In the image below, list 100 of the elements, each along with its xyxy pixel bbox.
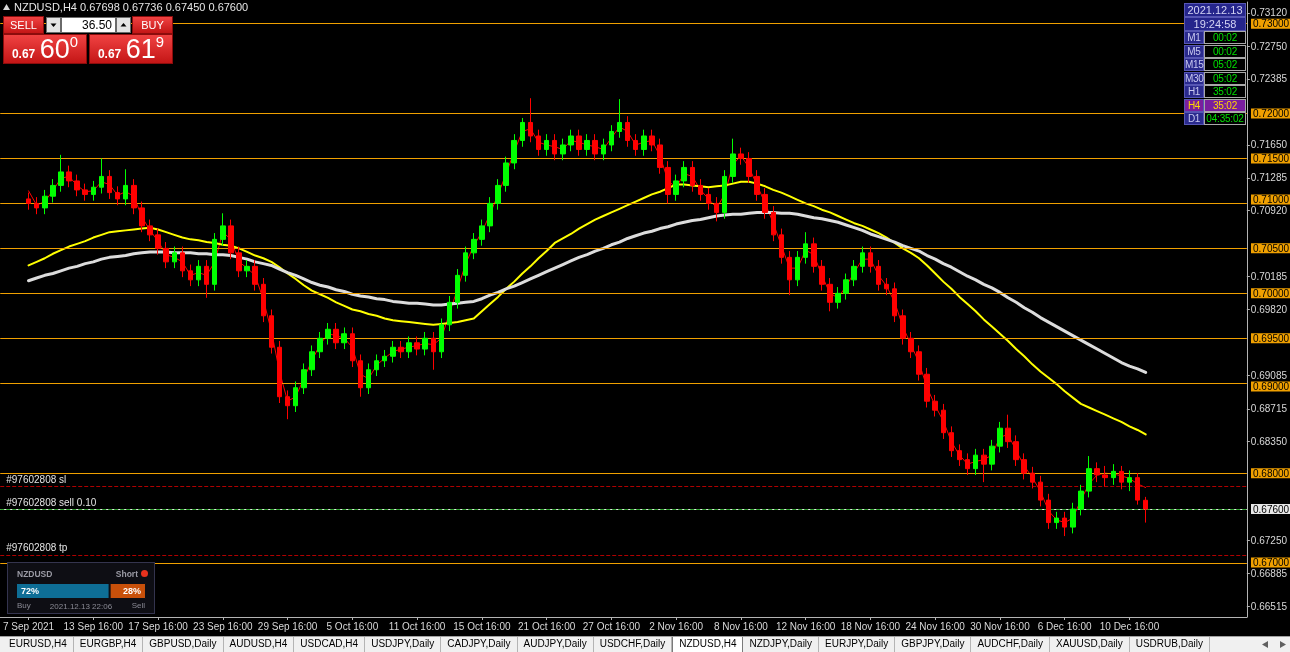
y-tick-label: 0.72750 — [1250, 40, 1288, 52]
candlestick — [738, 147, 744, 166]
tab: EURJPY,Daily — [819, 637, 896, 652]
candlestick — [730, 138, 736, 184]
buy-button: BUY — [132, 16, 173, 34]
candlestick — [746, 151, 752, 184]
candlestick — [860, 246, 865, 274]
x-tick-label: 7 Sep 2021 — [2, 620, 55, 632]
x-tick-label: 8 Nov 16:00 — [713, 620, 769, 632]
ref-line-label: #97602808 tp — [6, 542, 68, 554]
x-tick-label: 27 Oct 16:00 — [582, 620, 641, 632]
candlestick — [431, 331, 436, 371]
candlestick — [155, 228, 161, 256]
candlestick — [285, 389, 290, 420]
candlestick — [1127, 469, 1132, 492]
candlestick — [317, 331, 323, 359]
candlestick — [34, 196, 39, 215]
candlestick — [924, 367, 930, 408]
tab: USDJPY,Daily — [365, 637, 442, 652]
candlestick — [803, 231, 808, 265]
candlestick — [180, 246, 185, 278]
candlestick — [835, 286, 841, 310]
ref-line-label: 0.72000 — [1253, 107, 1290, 119]
candlestick — [147, 219, 153, 242]
ref-line-label: #97602808 sl — [6, 474, 67, 486]
tab: EURUSD,H4 — [3, 637, 74, 652]
candlestick — [843, 273, 849, 301]
x-tick-label: 12 Nov 16:00 — [775, 620, 836, 632]
candlestick — [172, 246, 177, 269]
candlestick — [58, 154, 64, 193]
candlestick — [220, 212, 226, 247]
ref-line-label: 0.70000 — [1253, 287, 1290, 299]
series-label: Sell — [131, 601, 145, 610]
candlestick — [511, 133, 517, 170]
candlestick — [406, 335, 412, 359]
x-tick-label: 18 Nov 16:00 — [840, 620, 901, 632]
candlestick — [536, 129, 541, 157]
candlestick — [576, 129, 582, 157]
ref-line-label: 0.71500 — [1253, 152, 1290, 164]
candlestick — [908, 331, 914, 359]
tab: AUDCHF,Daily — [971, 637, 1050, 652]
candlestick — [633, 133, 638, 157]
y-tick-label: 0.73120 — [1250, 7, 1288, 19]
candlestick — [1078, 484, 1084, 516]
candlestick — [99, 157, 104, 195]
candlestick — [447, 295, 452, 332]
data-label: 28% — [122, 586, 141, 596]
y-tick-label: 0.68350 — [1250, 436, 1288, 448]
candlestick — [439, 317, 444, 359]
candlestick — [997, 421, 1003, 453]
ref-line-label: 0.67600 — [1253, 503, 1290, 515]
candlestick — [520, 117, 525, 148]
y-tick-label: 0.70920 — [1250, 205, 1288, 217]
y-tick-label: 0.68715 — [1250, 403, 1288, 415]
line-series — [27, 210, 1148, 374]
candlestick — [139, 201, 145, 233]
x-tick-label: 2 Nov 16:00 — [649, 620, 704, 632]
candlestick — [673, 174, 679, 202]
ref-line-label: 0.70500 — [1253, 242, 1290, 254]
candlestick — [884, 277, 889, 296]
sell-button: SELL — [3, 16, 44, 34]
candlestick — [131, 178, 137, 215]
candlestick — [414, 335, 420, 356]
candlestick — [1070, 502, 1076, 534]
candlestick — [811, 237, 817, 274]
candlestick — [1038, 475, 1043, 507]
ref-line-label: 0.73000 — [1253, 18, 1290, 30]
timeframe-cell: D1 — [1184, 112, 1204, 125]
y-tick-label: 0.71285 — [1250, 172, 1288, 184]
candlestick — [503, 156, 509, 193]
annotation: Short — [115, 569, 138, 579]
candlestick — [358, 353, 363, 398]
candlestick — [706, 187, 711, 211]
series-label: Buy — [17, 601, 31, 610]
candlestick — [722, 169, 727, 220]
candlestick — [212, 232, 217, 292]
candlestick — [981, 448, 987, 483]
candlestick — [236, 246, 242, 278]
candlestick — [657, 138, 663, 175]
candlestick — [771, 205, 776, 242]
x-tick-label: 11 Oct 16:00 — [388, 620, 446, 632]
candlestick — [876, 259, 881, 292]
candlestick — [552, 133, 557, 161]
date-cell: 2021.12.13 — [1184, 3, 1246, 17]
candlestick — [941, 403, 946, 440]
candlestick — [487, 196, 493, 233]
candlestick — [261, 277, 266, 323]
candlestick — [916, 344, 922, 382]
candlestick — [592, 133, 598, 161]
candlestick — [609, 124, 614, 152]
candlestick — [1013, 434, 1019, 467]
tab: CADJPY,Daily — [441, 637, 518, 652]
candlestick — [1021, 452, 1027, 480]
y-tick-label: 0.67250 — [1250, 535, 1288, 547]
candlestick — [188, 264, 193, 287]
x-tick-label: 29 Sep 16:00 — [257, 620, 318, 632]
ref-line-label: #97602808 sell 0.10 — [6, 496, 97, 508]
candlestick — [398, 340, 404, 359]
line-series — [27, 180, 1147, 436]
input-field: 36.50 — [61, 17, 116, 33]
